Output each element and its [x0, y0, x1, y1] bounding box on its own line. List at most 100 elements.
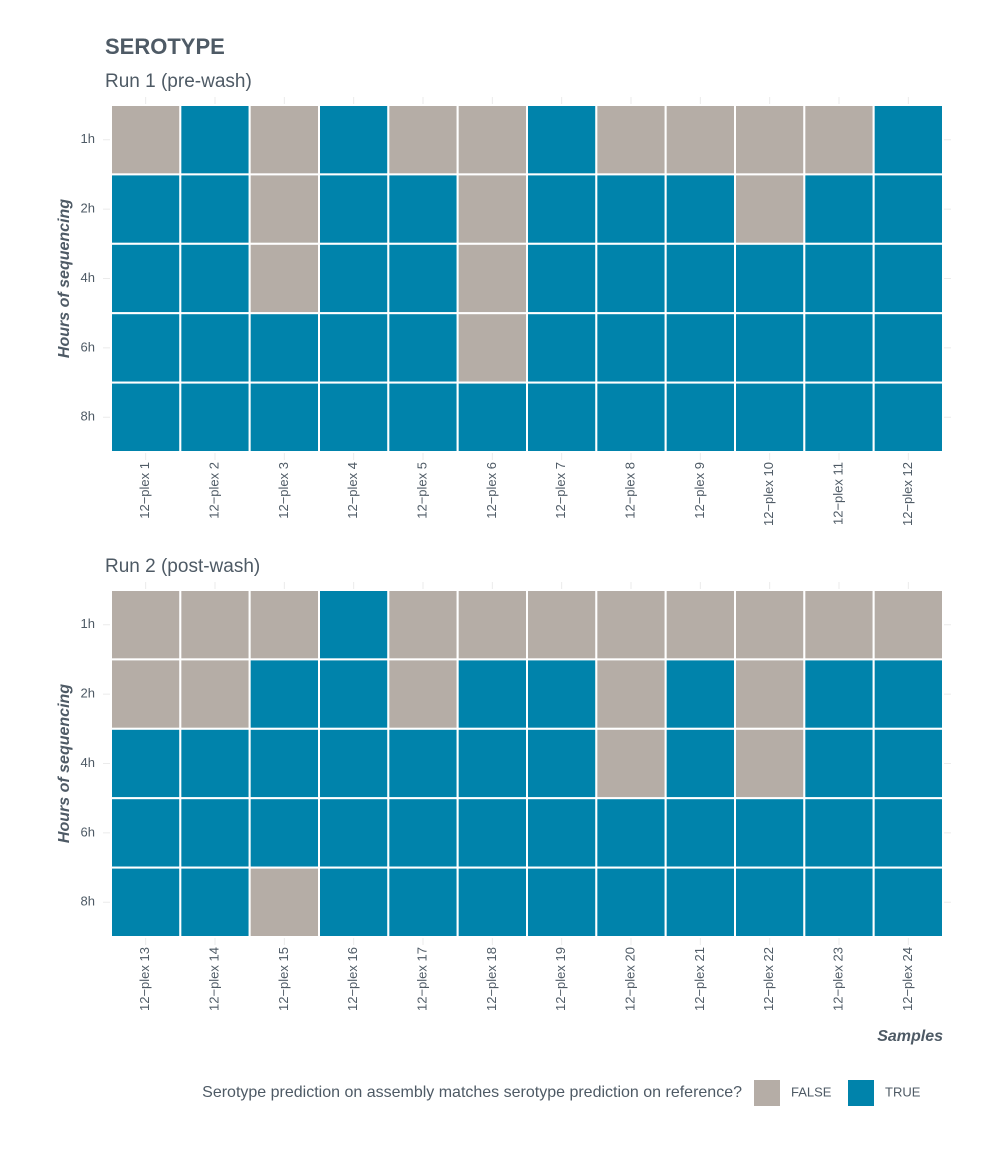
y-tick-label: 4h	[81, 755, 95, 770]
heatmap-cell	[526, 242, 598, 315]
y-tick-label: 4h	[81, 270, 95, 285]
heatmap-cell	[179, 658, 251, 730]
heatmap-cell	[110, 173, 182, 245]
heatmap-cell	[456, 589, 528, 661]
heatmap-cell	[595, 173, 667, 245]
heatmap-cell	[734, 104, 806, 176]
heatmap-cell	[318, 866, 390, 938]
heatmap-cell	[872, 658, 945, 730]
y-tick-label: 6h	[81, 824, 95, 839]
heatmap-cell	[248, 589, 321, 661]
heatmap-cell	[803, 866, 875, 938]
heatmap-cell	[872, 797, 945, 869]
heatmap-cell	[526, 797, 598, 869]
heatmap-cell	[387, 312, 459, 384]
heatmap-cell	[734, 381, 806, 454]
heatmap-cell	[248, 173, 321, 245]
heatmap-cell	[595, 866, 667, 938]
x-tick-label: 12−plex 21	[692, 947, 707, 1011]
legend-swatch	[848, 1080, 874, 1106]
heatmap-cell	[803, 104, 875, 176]
y-tick-label: 1h	[81, 131, 95, 146]
heatmap-cell	[179, 866, 251, 938]
heatmap-cell	[248, 866, 321, 938]
heatmap-cell	[387, 173, 459, 245]
heatmap-cell	[318, 381, 390, 454]
heatmap-cell	[664, 173, 737, 245]
heatmap-cell	[526, 727, 598, 800]
heatmap-cell	[248, 381, 321, 454]
heatmap-cell	[248, 104, 321, 176]
heatmap-cell	[734, 797, 806, 869]
chart-title: SEROTYPE	[105, 34, 225, 59]
x-tick-label: 12−plex 17	[414, 947, 429, 1011]
heatmap-cell	[526, 866, 598, 938]
heatmap-cell	[526, 173, 598, 245]
heatmap-cell	[387, 242, 459, 315]
x-tick-label: 12−plex 23	[830, 947, 845, 1011]
y-axis-label: Hours of sequencing	[56, 684, 73, 843]
x-tick-label: 12−plex 7	[553, 462, 568, 519]
x-tick-label: 12−plex 11	[830, 462, 845, 525]
heatmap-cell	[179, 312, 251, 384]
heatmap-cell	[387, 381, 459, 454]
heatmap-cell	[456, 242, 528, 315]
heatmap-cell	[803, 173, 875, 245]
x-tick-label: 12−plex 10	[761, 462, 776, 526]
heatmap-cell	[456, 312, 528, 384]
heatmap-cell	[872, 866, 945, 938]
x-tick-label: 12−plex 1	[137, 462, 152, 519]
heatmap-cell	[248, 312, 321, 384]
heatmap-cell	[318, 658, 390, 730]
heatmap-cell	[179, 242, 251, 315]
heatmap-cell	[526, 381, 598, 454]
heatmap-cell	[803, 381, 875, 454]
heatmap-cell	[110, 658, 182, 730]
heatmap-cell	[526, 104, 598, 176]
heatmap-cell	[595, 658, 667, 730]
heatmap-cell	[734, 242, 806, 315]
heatmap-cell	[456, 173, 528, 245]
heatmap-cell	[734, 589, 806, 661]
y-tick-label: 2h	[81, 201, 95, 216]
heatmap-cell	[803, 658, 875, 730]
heatmap-cell	[387, 727, 459, 800]
heatmap-cell	[526, 312, 598, 384]
heatmap-cell	[803, 242, 875, 315]
heatmap-cell	[318, 797, 390, 869]
x-tick-label: 12−plex 12	[900, 462, 915, 526]
heatmap-cell	[110, 242, 182, 315]
legend-label: FALSE	[791, 1084, 832, 1099]
heatmap-cell	[179, 381, 251, 454]
y-tick-label: 8h	[81, 894, 95, 909]
heatmap-cell	[803, 589, 875, 661]
heatmap-cell	[595, 312, 667, 384]
heatmap-cell	[456, 797, 528, 869]
heatmap-cell	[595, 381, 667, 454]
heatmap-cell	[872, 173, 945, 245]
heatmap-cell	[803, 797, 875, 869]
heatmap-cell	[387, 658, 459, 730]
x-tick-label: 12−plex 13	[137, 947, 152, 1011]
heatmap-cell	[456, 658, 528, 730]
heatmap-cell	[248, 658, 321, 730]
heatmap-cell	[734, 658, 806, 730]
heatmap-cell	[248, 797, 321, 869]
heatmap-cell	[387, 589, 459, 661]
heatmap-cell	[664, 312, 737, 384]
heatmap-cell	[318, 104, 390, 176]
x-tick-label: 12−plex 15	[276, 947, 291, 1011]
heatmap-cell	[664, 658, 737, 730]
heatmap-cell	[664, 727, 737, 800]
x-tick-label: 12−plex 2	[206, 462, 221, 519]
legend-swatch	[754, 1080, 780, 1106]
heatmap-cell	[318, 242, 390, 315]
heatmap-cell	[734, 727, 806, 800]
heatmap-cell	[179, 104, 251, 176]
heatmap-cell	[664, 797, 737, 869]
x-tick-label: 12−plex 8	[622, 462, 637, 519]
x-tick-label: 12−plex 9	[692, 462, 707, 519]
heatmap-cell	[456, 381, 528, 454]
heatmap-cell	[179, 589, 251, 661]
heatmap-cell	[318, 173, 390, 245]
